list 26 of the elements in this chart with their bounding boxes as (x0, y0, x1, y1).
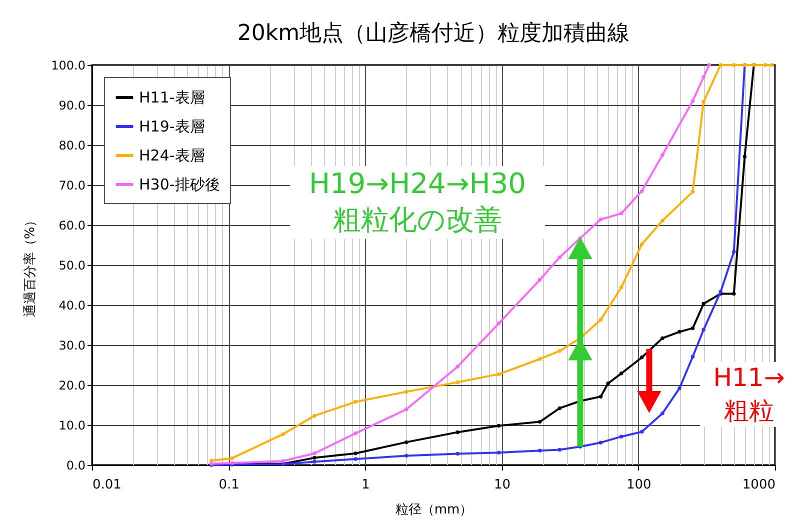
legend-label: H11-表層 (139, 88, 205, 106)
x-tick-label: 0.1 (218, 478, 240, 492)
y-tick-label: 70.0 (58, 178, 86, 192)
x-tick-label: 1000 (742, 478, 776, 492)
annotation: H11→ 粗粒 (700, 362, 798, 427)
y-tick-label: 20.0 (58, 378, 86, 392)
x-tick-label: 0.01 (92, 478, 122, 492)
x-tick-label: 1 (362, 478, 370, 492)
y-tick-label: 40.0 (58, 298, 86, 312)
y-tick-label: 0.0 (66, 458, 86, 472)
y-tick-label: 60.0 (58, 218, 86, 232)
chart-title: 20km地点（山彦橋付近）粒度加積曲線 (237, 21, 630, 46)
x-tick-label: 100 (626, 478, 652, 492)
y-tick-label: 80.0 (58, 138, 86, 152)
x-axis-title: 粒径（mm） (395, 502, 473, 518)
y-tick-label: 90.0 (58, 98, 86, 112)
y-tick-label: 50.0 (58, 258, 86, 272)
y-tick-label: 10.0 (58, 418, 86, 432)
y-axis-title: 通過百分率（%） (22, 214, 38, 318)
y-tick-label: 100.0 (51, 58, 86, 72)
legend-label: H30-排砂後 (139, 176, 220, 194)
legend-label: H24-表層 (139, 146, 205, 164)
y-tick-label: 30.0 (58, 338, 86, 352)
legend-label: H19-表層 (139, 118, 205, 136)
x-tick-label: 10 (494, 478, 511, 492)
annotation: H19→H24→H30 粗粒化の改善 (290, 166, 545, 239)
